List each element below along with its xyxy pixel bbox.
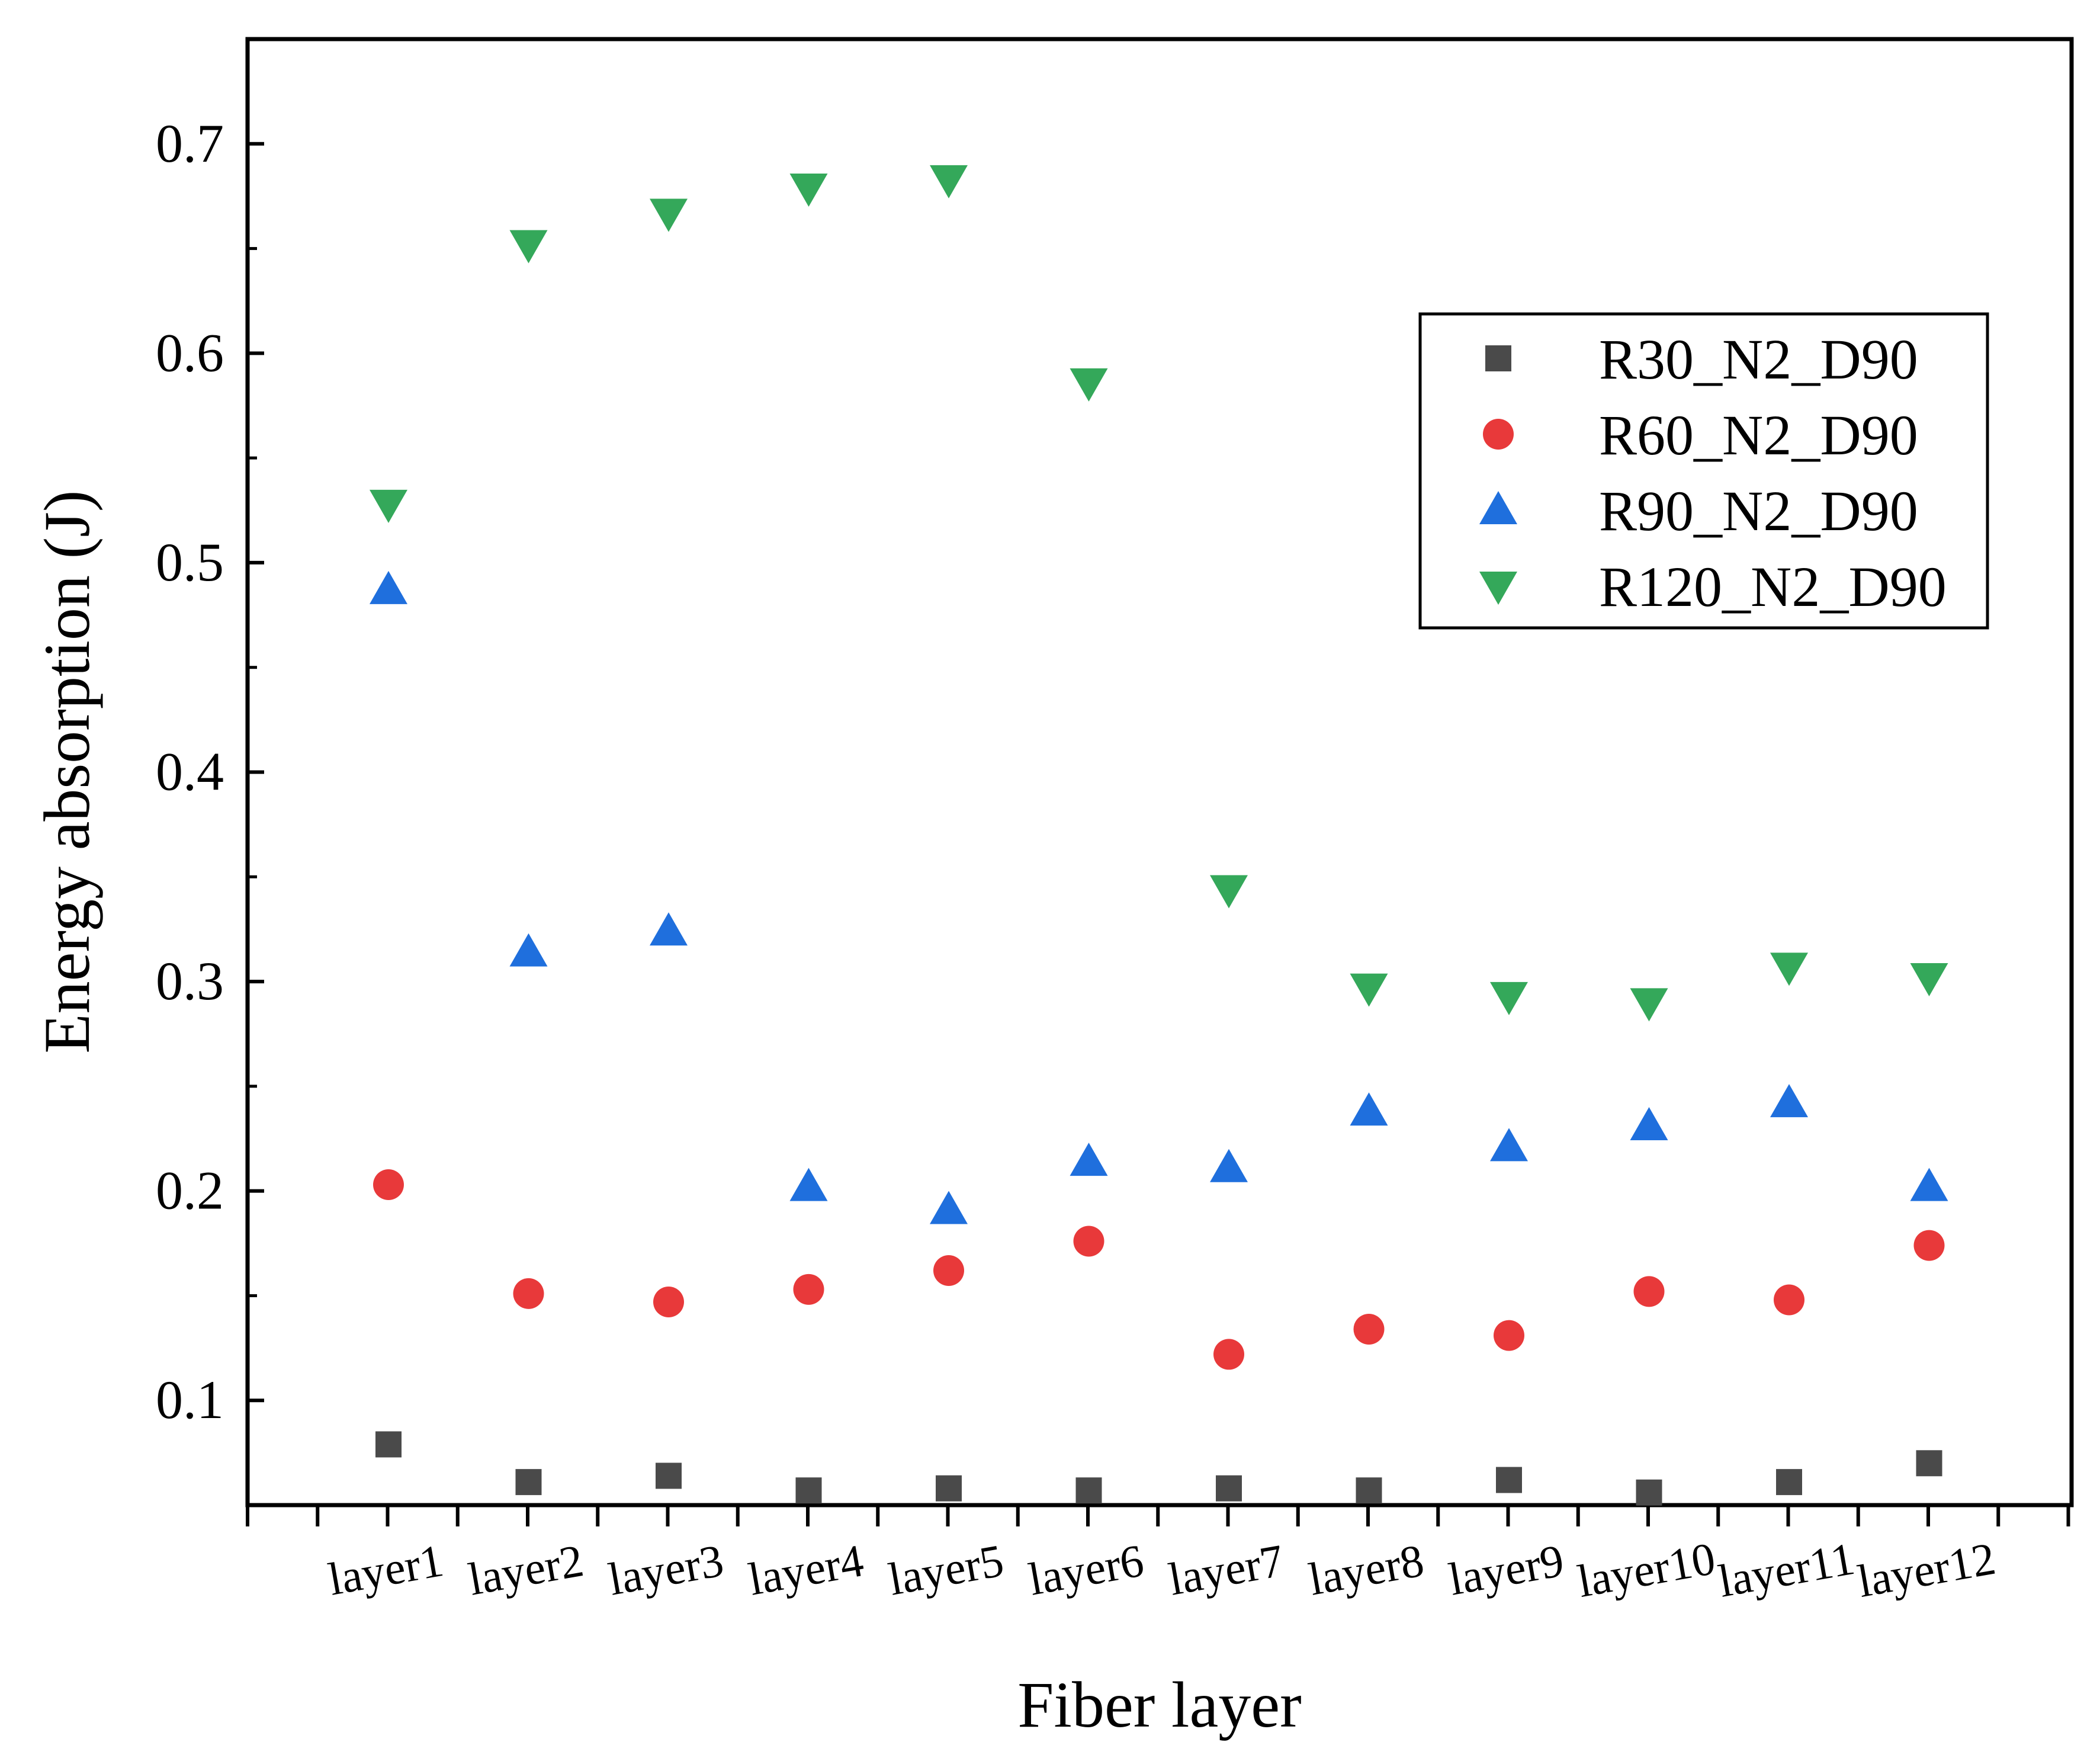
x-tick-label: layer4 [744, 1534, 867, 1605]
legend-label: R30_N2_D90 [1599, 328, 1918, 391]
legend-marker [1479, 572, 1517, 605]
data-point [1070, 1143, 1108, 1176]
data-point [1636, 1479, 1662, 1506]
data-point [1633, 1276, 1665, 1307]
data-point [1776, 1469, 1802, 1496]
data-point [1496, 1467, 1522, 1493]
data-point [650, 198, 688, 232]
y-tick-label: 0.3 [156, 951, 224, 1011]
legend-marker [1483, 419, 1514, 450]
data-point [936, 1475, 962, 1502]
data-point [1356, 1477, 1382, 1504]
data-point [930, 1191, 968, 1224]
data-point [375, 1431, 402, 1458]
x-axis: layer1 layer2 layer3 layer4 layer5 layer6 laye… [246, 1505, 2070, 1607]
data-point [1910, 1167, 1948, 1201]
data-point [1210, 875, 1248, 909]
data-point [1494, 1320, 1524, 1351]
data-point [933, 1255, 964, 1286]
data-point [1913, 1230, 1945, 1261]
data-point [1630, 1107, 1668, 1141]
data-point [370, 489, 407, 523]
data-point [1774, 1284, 1804, 1316]
y-axis-title: Energy absorption (J) [31, 490, 103, 1053]
data-point [1910, 963, 1948, 996]
data-point [1770, 952, 1808, 986]
data-point [1916, 1450, 1942, 1477]
series-R90_N2_D90 [370, 570, 1948, 1224]
x-tick-label: layer5 [885, 1534, 1007, 1605]
data-points [370, 165, 1948, 1506]
data-point [509, 230, 548, 264]
data-point [653, 1287, 684, 1318]
data-point [370, 570, 407, 604]
y-tick-label: 0.5 [156, 532, 224, 592]
x-tick-label: layer6 [1025, 1534, 1147, 1605]
data-point [793, 1274, 824, 1305]
legend: R30_N2_D90 R60_N2_D90 R90_N2_D90 R120_N2_D9… [1418, 312, 1989, 630]
x-tick-label: layer9 [1445, 1534, 1568, 1605]
data-point [1770, 1084, 1808, 1118]
data-point [1070, 368, 1108, 402]
y-tick-label: 0.2 [156, 1160, 224, 1221]
y-axis: 0.1 0.2 0.3 0.4 0.5 0.6 0.7 [156, 37, 264, 1507]
data-point [1630, 988, 1668, 1022]
data-point [650, 912, 688, 946]
data-point [656, 1462, 682, 1489]
y-tick-label: 0.4 [156, 742, 224, 802]
data-point [1353, 1314, 1385, 1345]
legend-marker [1485, 345, 1511, 371]
data-point [1350, 973, 1388, 1007]
data-point [789, 1167, 828, 1201]
x-axis-title: Fiber layer [1017, 1669, 1302, 1741]
legend-marker [1479, 491, 1517, 524]
data-point [515, 1469, 542, 1496]
legend-label: R120_N2_D90 [1599, 555, 1947, 618]
x-tick-label: layer1 [325, 1534, 447, 1605]
data-point [509, 933, 548, 967]
data-point [373, 1169, 404, 1201]
data-point [1490, 1128, 1528, 1162]
series-R30_N2_D90 [375, 1431, 1942, 1506]
y-tick-label: 0.1 [156, 1369, 224, 1430]
data-point [1490, 981, 1528, 1015]
data-point [795, 1477, 822, 1504]
x-tick-label: layer12 [1854, 1532, 1999, 1607]
data-point [1216, 1475, 1242, 1502]
y-tick-label: 0.7 [156, 113, 224, 174]
x-tick-label: layer10 [1574, 1532, 1719, 1607]
series-R60_N2_D90 [373, 1169, 1945, 1370]
x-tick-label: layer3 [605, 1534, 727, 1605]
data-point [1075, 1477, 1102, 1504]
series-R120_N2_D90 [370, 165, 1948, 1022]
data-point [1073, 1226, 1104, 1257]
legend-label: R60_N2_D90 [1599, 403, 1918, 467]
data-point [1213, 1339, 1244, 1370]
legend-label: R90_N2_D90 [1599, 479, 1918, 543]
x-tick-label: layer2 [464, 1534, 587, 1605]
x-tick-label: layer7 [1165, 1534, 1287, 1605]
data-point [930, 165, 968, 198]
data-point [1350, 1092, 1388, 1126]
x-tick-label: layer8 [1305, 1534, 1427, 1605]
data-point [1210, 1149, 1248, 1182]
data-point [513, 1278, 544, 1309]
x-tick-label: layer11 [1714, 1532, 1858, 1607]
data-point [789, 174, 828, 207]
y-tick-label: 0.6 [156, 322, 224, 383]
